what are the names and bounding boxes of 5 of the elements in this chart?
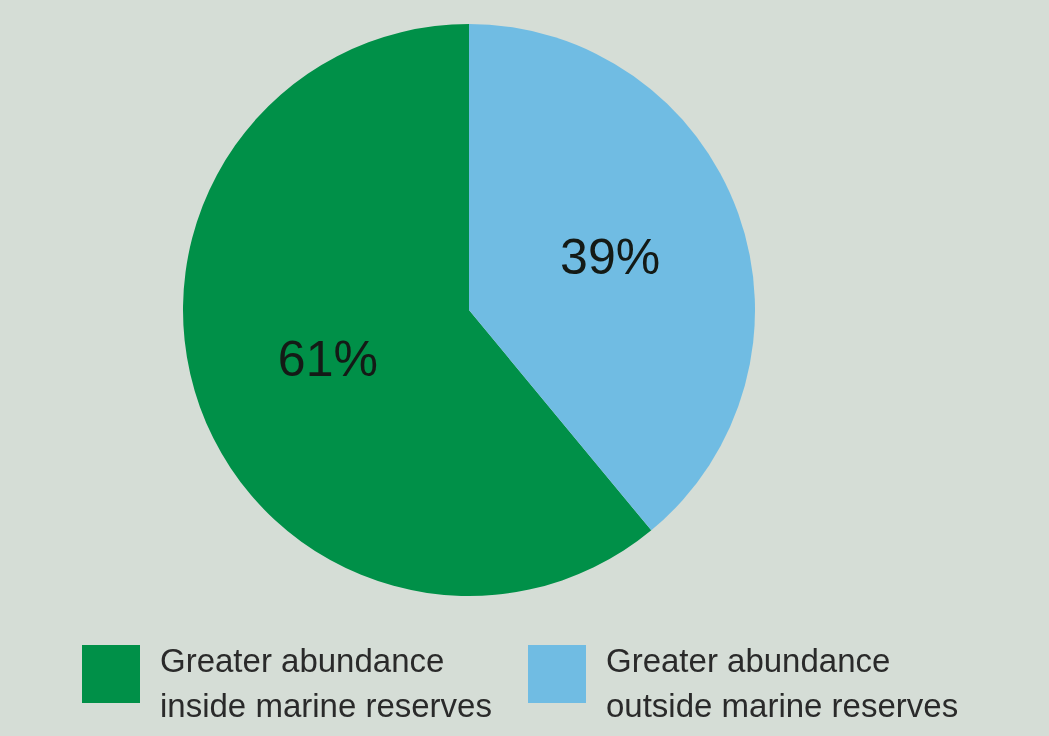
legend-label: Greater abundance outside marine reserves — [606, 642, 959, 724]
pie-slice — [469, 24, 755, 531]
legend-label: Greater abundance inside marine reserves — [160, 642, 492, 724]
data-label: 61% — [277, 330, 378, 387]
data-label: 39% — [560, 229, 661, 286]
